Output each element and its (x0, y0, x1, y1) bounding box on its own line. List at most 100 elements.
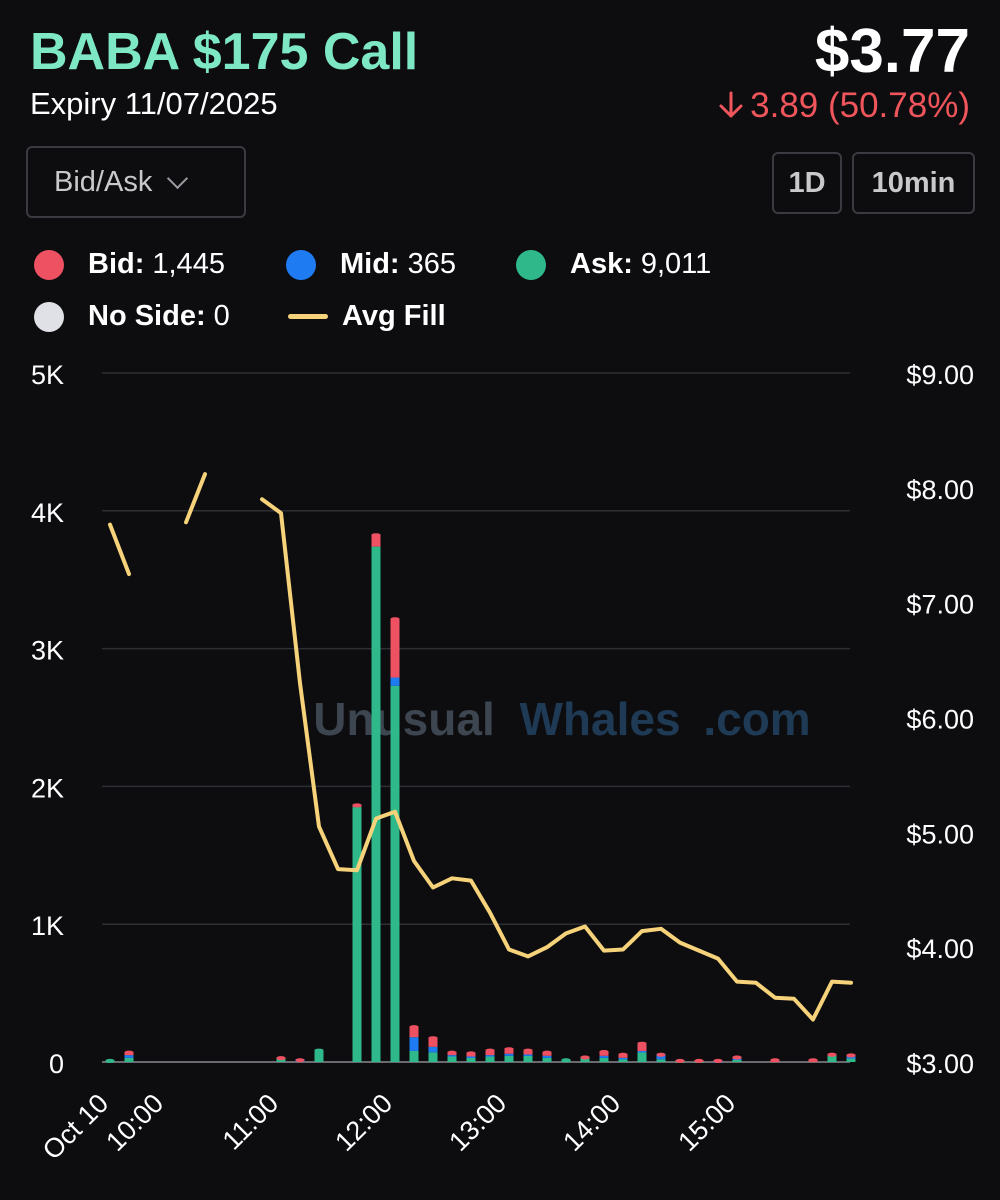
bid-dot-icon (34, 249, 64, 280)
x-axis-tick-label: 10:00 (100, 1088, 169, 1157)
x-axis-tick-label: 13:00 (443, 1088, 512, 1157)
volume-bars (105, 533, 856, 1063)
bar-mid-segment (523, 1054, 533, 1056)
x-axis-tick-label: Oct 10 (37, 1088, 114, 1165)
bar-ask-segment (447, 1056, 457, 1062)
bar-cap (599, 1049, 609, 1054)
watermark-part1: Unusual (313, 693, 494, 745)
bar-mid-segment (542, 1055, 552, 1058)
bar-ask-segment (428, 1052, 438, 1062)
bar-ask-segment (599, 1057, 609, 1062)
chart-gridlines (102, 372, 850, 1063)
no-side-dot-icon (34, 301, 64, 332)
bar-mid-segment (409, 1037, 419, 1051)
price-change: 3.89 (50.78%) (718, 86, 970, 126)
bar-cap (618, 1052, 628, 1057)
avg-fill-segment (260, 497, 853, 1022)
bar-ask-segment (314, 1049, 324, 1062)
bar-bid-segment (409, 1026, 419, 1038)
bar-ask-segment (371, 546, 381, 1062)
bar-ask-segment (618, 1059, 628, 1062)
bar-mid-segment (618, 1057, 628, 1060)
legend-mid[interactable]: Mid: 365 (286, 248, 456, 281)
bar-cap (561, 1058, 571, 1063)
bar-mid-segment (428, 1046, 438, 1053)
bar-cap (295, 1058, 305, 1063)
x-axis-tick-label: 12:00 (329, 1088, 398, 1157)
bar-cap (409, 1025, 419, 1030)
legend-bid-label: Bid: (88, 248, 145, 280)
right-axis-tick-label: $5.00 (906, 819, 974, 849)
legend-ask[interactable]: Ask: 9,011 (516, 248, 711, 281)
bar-mid-segment (637, 1050, 647, 1053)
bar-cap (637, 1041, 647, 1046)
legend-bid[interactable]: Bid: 1,445 (34, 248, 225, 281)
right-axis-tick-label: $4.00 (906, 934, 974, 964)
bar-mid-segment (504, 1053, 514, 1056)
avg-fill-line-icon (288, 314, 328, 319)
ask-dot-icon (516, 249, 546, 280)
bar-mid-segment (485, 1055, 495, 1057)
watermark-part3: .com (703, 693, 810, 745)
current-price: $3.77 (814, 17, 970, 86)
dropdown-label: Bid/Ask (54, 165, 153, 198)
bar-cap (485, 1048, 495, 1053)
bar-cap (808, 1058, 818, 1063)
legend-bid-value: 1,445 (152, 248, 225, 280)
avg-fill-segment (108, 522, 131, 576)
bar-cap (542, 1050, 552, 1055)
watermark-part2: Whales (520, 693, 681, 745)
bar-cap (276, 1056, 286, 1061)
bar-mid-segment (846, 1056, 856, 1059)
bar-cap (675, 1058, 685, 1063)
bar-ask-segment (580, 1057, 590, 1062)
legend-mid-value: 365 (407, 248, 456, 280)
left-axis-tick-label: 5K (31, 360, 64, 390)
bar-cap (371, 533, 381, 538)
right-axis-tick-label: $7.00 (906, 590, 974, 620)
svg-text:Unusual Whales .co: Unusual Whales .com (313, 693, 810, 745)
bar-cap (390, 617, 400, 622)
bar-ask-segment (466, 1057, 476, 1062)
legend-avg-fill-label: Avg Fill (342, 300, 446, 332)
legend-ask-label: Ask: (570, 248, 633, 280)
avg-fill-line (108, 472, 853, 1022)
bar-cap (580, 1055, 590, 1060)
price-change-value: 3.89 (50.78%) (750, 86, 970, 125)
bar-cap (770, 1058, 780, 1063)
bar-ask-segment (390, 685, 400, 1062)
legend-no-side[interactable]: No Side: 0 (34, 300, 230, 333)
range-1d-button[interactable]: 1D (772, 152, 842, 214)
bar-ask-segment (846, 1058, 856, 1062)
bar-cap (352, 803, 362, 808)
interval-10min-button[interactable]: 10min (852, 152, 975, 214)
bar-mid-segment (124, 1055, 134, 1058)
legend-avg-fill[interactable]: Avg Fill (288, 300, 454, 333)
left-axis-tick-label: 1K (31, 911, 64, 941)
side-filter-dropdown[interactable]: Bid/Ask (26, 146, 246, 218)
bar-cap (314, 1048, 324, 1053)
bar-cap (827, 1052, 837, 1057)
legend-no-side-label: No Side: (88, 300, 206, 332)
left-axis-tick-label: 4K (31, 498, 64, 528)
bar-cap (447, 1050, 457, 1055)
bar-mid-segment (599, 1055, 609, 1058)
x-axis-tick-label: 11:00 (217, 1088, 285, 1156)
bar-cap (846, 1053, 856, 1058)
bar-mid-segment (466, 1056, 476, 1058)
x-axis-tick-label: 14:00 (557, 1088, 626, 1157)
bar-cap (694, 1058, 704, 1063)
bar-cap (732, 1055, 742, 1060)
right-axis-tick-label: $8.00 (906, 475, 974, 505)
bar-ask-segment (637, 1052, 647, 1062)
x-axis-tick-label: 15:00 (672, 1088, 741, 1157)
avg-fill-segment (184, 472, 207, 525)
left-axis-tick-label: 2K (31, 773, 64, 803)
watermark: Unusual Whales .com (313, 693, 810, 745)
bar-cap (713, 1058, 723, 1063)
contract-title: BABA $175 Call (30, 23, 419, 81)
bar-ask-segment (827, 1055, 837, 1062)
bar-bid-segment (390, 618, 400, 678)
